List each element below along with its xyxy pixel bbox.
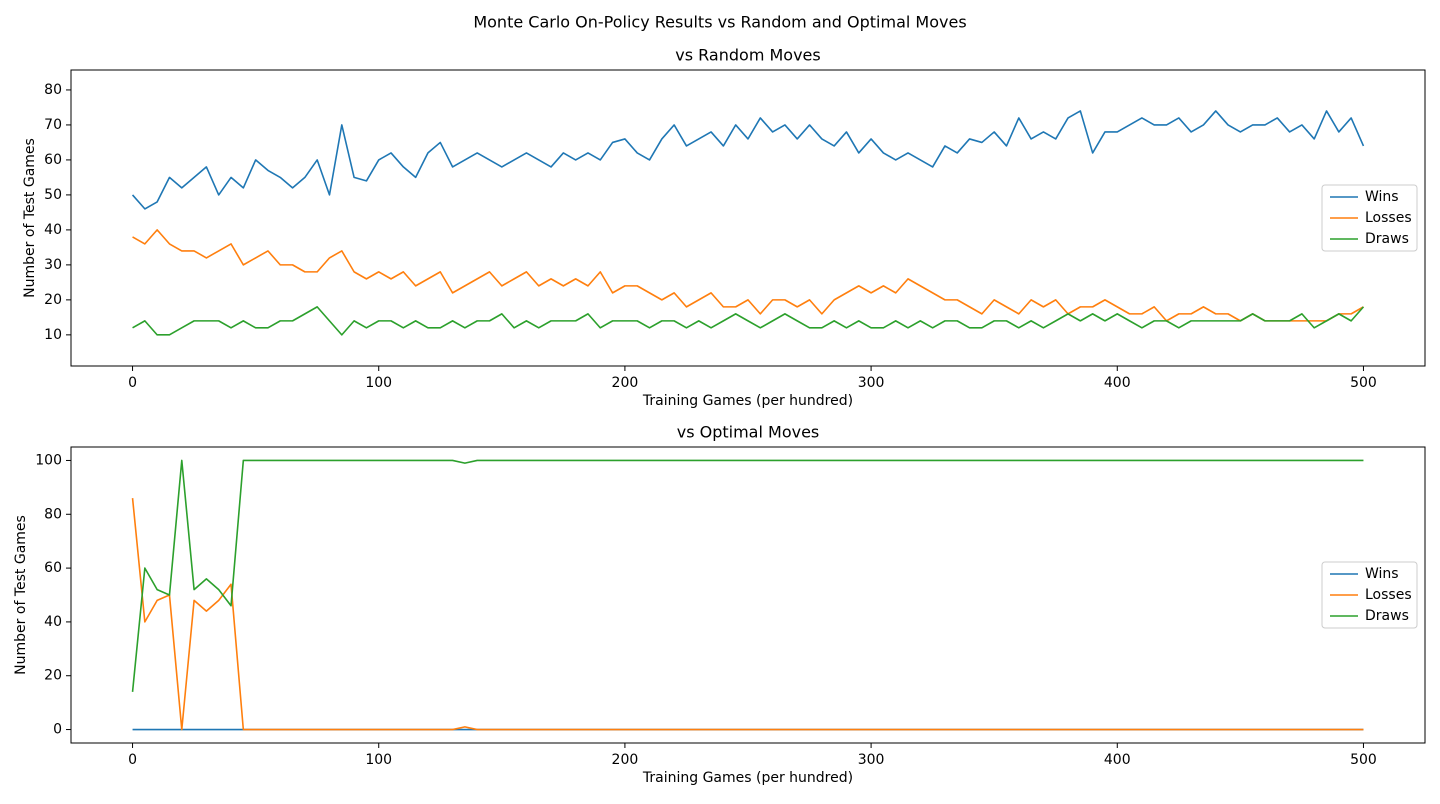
x-axis-label: Training Games (per hundred) [642, 393, 853, 409]
x-tick-label: 200 [612, 375, 639, 391]
y-tick-label: 80 [44, 82, 62, 98]
line-series [131, 459, 1364, 692]
y-tick-label: 30 [44, 257, 62, 273]
x-tick-label: 0 [128, 752, 137, 768]
x-tick-label: 500 [1350, 752, 1377, 768]
y-tick-label: 80 [44, 506, 62, 522]
y-tick-label: 70 [44, 117, 62, 133]
x-axis-label: Training Games (per hundred) [642, 770, 853, 786]
x-tick-label: 200 [612, 752, 639, 768]
x-tick-label: 100 [365, 752, 392, 768]
legend-label: Losses [1365, 587, 1412, 603]
line-series [131, 498, 1364, 731]
legend-label: Wins [1365, 566, 1399, 582]
x-tick-label: 500 [1350, 375, 1377, 391]
y-tick-label: 60 [44, 560, 62, 576]
line-series [131, 110, 1365, 210]
figure-title: Monte Carlo On-Policy Results vs Random … [473, 13, 966, 32]
y-tick-label: 60 [44, 152, 62, 168]
x-tick-label: 400 [1104, 375, 1131, 391]
axes-frame [70, 446, 1426, 744]
legend-label: Draws [1365, 231, 1409, 247]
y-tick-label: 100 [35, 452, 62, 468]
axes-frame [70, 69, 1426, 367]
x-tick-label: 400 [1104, 752, 1131, 768]
y-tick-label: 40 [44, 614, 62, 630]
y-axis-label: Number of Test Games [13, 515, 29, 675]
axes-title: vs Optimal Moves [677, 423, 820, 442]
y-tick-label: 0 [53, 722, 62, 738]
x-tick-label: 300 [858, 375, 885, 391]
y-tick-label: 20 [44, 668, 62, 684]
legend-label: Wins [1365, 189, 1399, 205]
x-tick-label: 0 [128, 375, 137, 391]
y-axis-label: Number of Test Games [22, 138, 38, 298]
y-tick-label: 50 [44, 187, 62, 203]
x-tick-label: 300 [858, 752, 885, 768]
legend-box [1321, 561, 1418, 629]
y-tick-label: 10 [44, 327, 62, 343]
legend-box [1321, 184, 1418, 252]
y-tick-label: 40 [44, 222, 62, 238]
y-tick-label: 20 [44, 292, 62, 308]
x-tick-label: 100 [365, 375, 392, 391]
legend-label: Losses [1365, 210, 1412, 226]
line-series [132, 229, 1364, 322]
line-series [132, 306, 1365, 336]
axes-title: vs Random Moves [675, 46, 820, 65]
legend-label: Draws [1365, 608, 1409, 624]
